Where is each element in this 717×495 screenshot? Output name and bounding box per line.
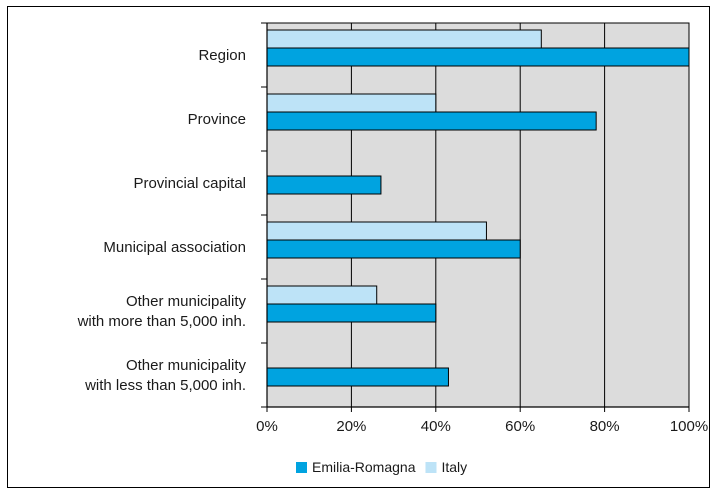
plot-area — [266, 22, 690, 408]
category-label: Provincial capital — [133, 175, 246, 192]
bar-emilia-romagna — [266, 111, 597, 131]
category-label: Municipal association — [103, 239, 246, 256]
bar-emilia-romagna — [266, 47, 690, 67]
category-label: Region — [198, 47, 246, 64]
bar-emilia-romagna — [266, 367, 449, 387]
bar-emilia-romagna — [266, 175, 382, 195]
bar-italy — [266, 221, 487, 241]
category-label: Province — [188, 111, 246, 128]
x-tick-label: 60% — [505, 418, 535, 435]
legend-swatch — [296, 462, 307, 473]
bar-emilia-romagna — [266, 303, 437, 323]
x-tick-label: 40% — [421, 418, 451, 435]
bar-chart: 0% 20% 40% 60% 80% 100% Region Province Provinci… — [77, 22, 708, 475]
category-label: Other municipality with less than 5,000 i… — [84, 357, 246, 394]
bar-italy — [266, 93, 437, 113]
category-label: Other municipality with more than 5,000 i… — [77, 293, 247, 330]
x-tick-label: 20% — [336, 418, 366, 435]
x-tick-label: 100% — [670, 418, 708, 435]
chart-frame: 0% 20% 40% 60% 80% 100% Region Province Provinci… — [7, 6, 710, 488]
legend-label: Italy — [441, 459, 467, 475]
legend-swatch — [425, 462, 437, 473]
x-tick-label: 0% — [256, 418, 278, 435]
bar-emilia-romagna — [266, 239, 521, 259]
bar-italy — [266, 285, 378, 305]
bar-italy — [266, 29, 542, 49]
x-tick-label: 80% — [590, 418, 620, 435]
legend-label: Emilia-Romagna — [312, 459, 416, 475]
